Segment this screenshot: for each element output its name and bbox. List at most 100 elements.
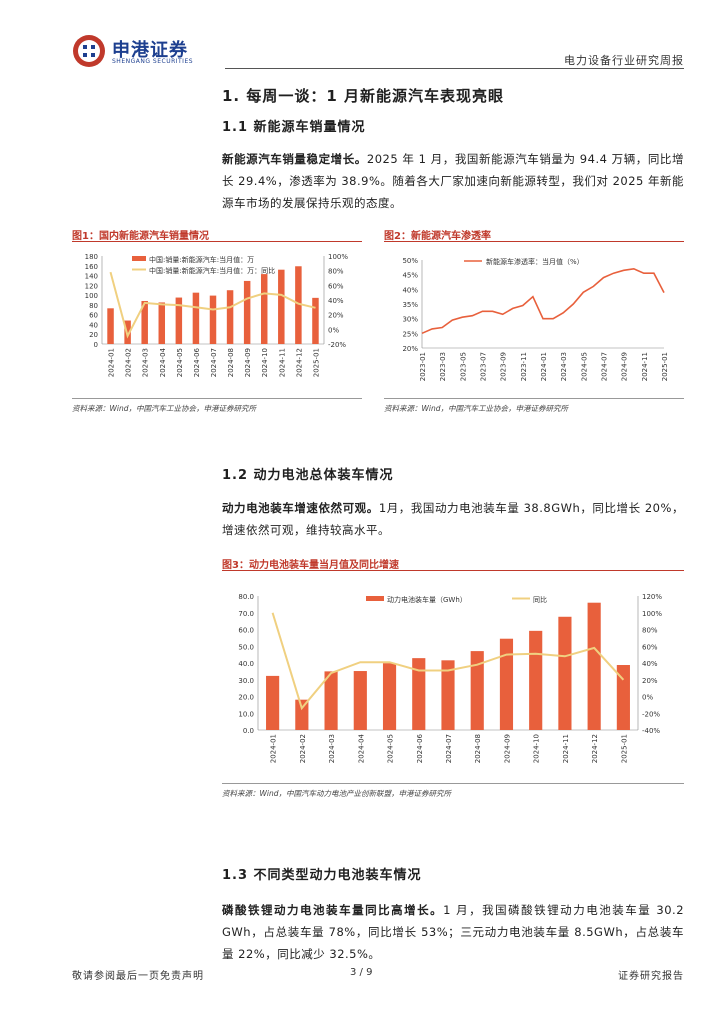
paragraph-sales-lead: 新能源汽车销量稳定增长。 [222,152,367,166]
left-tick-label: 10.0 [238,710,254,718]
x-tick-label: 2023-09 [500,352,508,381]
x-tick-label: 2024-12 [295,348,303,377]
bar [141,300,148,344]
paragraph-battery-body: 1月，我国动力电池装车量 38.8GWh，同比增长 20%，增速依然可观，维持较… [222,501,684,537]
left-tick-label: 140 [85,273,98,281]
left-tick-label: 0 [94,341,98,349]
bar [295,699,309,730]
bar [260,274,268,344]
x-tick-label: 2024-06 [416,733,424,763]
paragraph-battery: 动力电池装车增速依然可观。1月，我国动力电池装车量 38.8GWh，同比增长 2… [222,497,684,541]
figure1-source: 资料来源：Wind，中国汽车工业协会，申港证券研究所 [72,404,257,413]
bar [412,658,426,730]
x-tick-label: 2024-09 [244,348,252,377]
company-logo: 申港证券 SHENGANG SECURITIES [72,34,222,68]
figure2-title: 图2：新能源汽车渗透率 [384,231,491,242]
figure3-source-rule [222,783,684,784]
bar [558,616,572,730]
bar [529,630,543,730]
x-tick-label: 2024-02 [299,734,307,763]
x-tick-label: 2024-03 [328,734,336,763]
legend-label: 中国:销量:新能源汽车:当月值：万：同比 [149,266,275,275]
left-tick-label: 80.0 [238,593,254,601]
legend-label: 同比 [533,595,547,604]
logo-name-en: SHENGANG SECURITIES [112,58,194,65]
figure3-title: 图3：动力电池装车量当月值及同比增速 [222,560,399,571]
x-tick-label: 2024-07 [210,348,218,377]
subsection-title-battery: 1.2 动力电池总体装车情况 [222,468,394,483]
right-tick-label: 0% [642,694,653,702]
bar [616,665,630,730]
bar [312,297,319,344]
paragraph-sales-body: 2025 年 1 月，我国新能源汽车销量为 94.4 万辆，同比增长 29.4%… [222,152,685,210]
bar [107,308,114,344]
bar [192,292,200,344]
right-tick-label: 20% [328,312,344,320]
legend-swatch-bar [366,596,384,601]
figure1-source-rule [72,398,362,399]
right-tick-label: 100% [642,610,662,618]
bar [226,290,234,344]
right-tick-label: 80% [642,627,658,635]
x-tick-label: 2023-01 [419,352,427,381]
left-tick-label: 80 [89,302,98,310]
left-tick-label: 40.0 [238,660,254,668]
bar [295,266,302,344]
right-tick-label: 0% [328,326,339,334]
x-tick-label: 2023-03 [439,352,447,381]
x-tick-label: 2024-05 [176,348,184,377]
x-tick-label: 2024-08 [227,348,235,377]
right-tick-label: 60% [642,643,658,651]
page-number: 3 / 9 [350,967,373,978]
legend-swatch-bar [132,256,146,261]
right-tick-label: 40% [642,660,658,668]
yoy-line [109,271,316,339]
bar [158,302,166,344]
bar [441,660,455,730]
x-tick-label: 2024-09 [621,352,629,381]
right-tick-label: -20% [328,341,346,349]
bar [324,671,338,730]
bar [278,269,285,344]
x-tick-label: 2024-08 [474,734,482,763]
paragraph-battery-types-lead: 磷酸铁锂动力电池装车量同比高增长。 [222,903,444,917]
x-tick-label: 2024-07 [601,352,609,381]
figure2-source-rule [384,398,684,399]
left-tick-label: 60.0 [238,627,254,635]
y-tick-label: 20% [402,345,418,353]
figure1-title: 图1：国内新能源汽车销量情况 [72,231,209,242]
right-tick-label: 80% [328,268,344,276]
bar [499,638,514,730]
x-tick-label: 2025-01 [661,352,669,381]
right-tick-label: 40% [328,297,344,305]
paragraph-battery-types: 磷酸铁锂动力电池装车量同比高增长。1 月，我国磷酸铁锂动力电池装车量 30.2 … [222,899,684,965]
figure3-chart: 0.0 10.0 20.0 30.0 40.0 50.0 60.0 70.0 80.0 -40% -… [238,593,662,763]
y-tick-label: 25% [402,330,418,338]
x-tick-label: 2025-01 [620,734,628,763]
left-tick-label: 120 [85,282,98,290]
right-tick-label: 20% [642,677,658,685]
x-tick-label: 2024-05 [580,352,588,381]
x-tick-label: 2023-11 [520,352,528,381]
x-tick-label: 2024-03 [560,352,568,381]
left-tick-label: 20 [89,331,98,339]
left-tick-label: 20.0 [238,694,254,702]
legend-label: 动力电池装车量（GWh） [387,595,467,604]
x-tick-label: 2024-11 [641,352,649,381]
figure2-chart: 20% 25% 30% 35% 40% 45% 50% 2023-01 2023-03 2023-… [402,257,669,381]
bar [587,602,601,730]
y-tick-label: 45% [402,272,418,280]
bar [209,295,217,344]
bar [175,297,183,344]
figure3-title-rule [222,570,684,571]
x-tick-label: 2024-02 [125,348,133,377]
paragraph-battery-types-body: 1 月，我国磷酸铁锂动力电池装车量 30.2 GWh，占总装车量 78%，同比增… [222,903,685,961]
logo-name-cn: 申港证券 [112,40,188,61]
x-tick-label: 2024-04 [357,733,365,763]
bar [470,651,484,730]
left-tick-label: 40 [89,321,98,329]
left-tick-label: 30.0 [238,677,254,685]
left-tick-label: 60 [89,312,98,320]
x-tick-label: 2024-07 [445,734,453,763]
footer-doc-type: 证券研究报告 [618,971,684,982]
